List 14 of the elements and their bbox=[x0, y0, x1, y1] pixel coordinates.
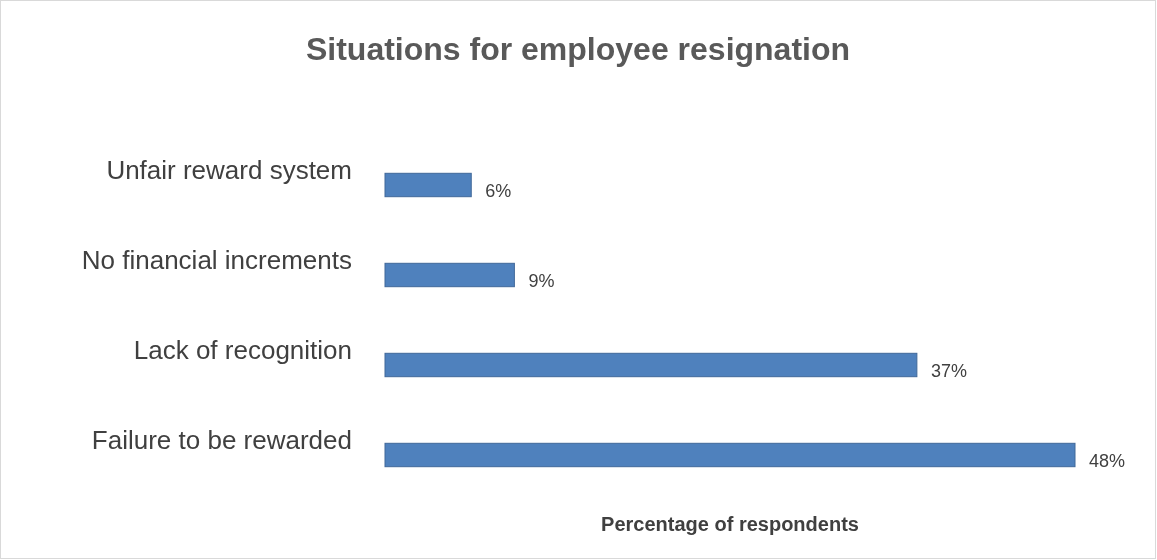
y-tick-label: Lack of recognition bbox=[133, 335, 352, 365]
bar bbox=[384, 352, 918, 378]
data-label: 6% bbox=[485, 181, 512, 201]
y-tick-label: Unfair reward system bbox=[106, 155, 352, 185]
x-axis-title: Percentage of respondents bbox=[601, 513, 859, 535]
bar bbox=[384, 262, 515, 288]
data-label: 48% bbox=[1089, 451, 1126, 471]
y-tick-label: Failure to be rewarded bbox=[91, 425, 352, 455]
bar bbox=[384, 172, 472, 198]
data-label: 9% bbox=[528, 271, 555, 291]
chart-title: Situations for employee resignation bbox=[305, 31, 851, 67]
bar bbox=[384, 442, 1076, 468]
data-label: 37% bbox=[930, 361, 967, 381]
y-tick-label: No financial increments bbox=[81, 245, 352, 275]
